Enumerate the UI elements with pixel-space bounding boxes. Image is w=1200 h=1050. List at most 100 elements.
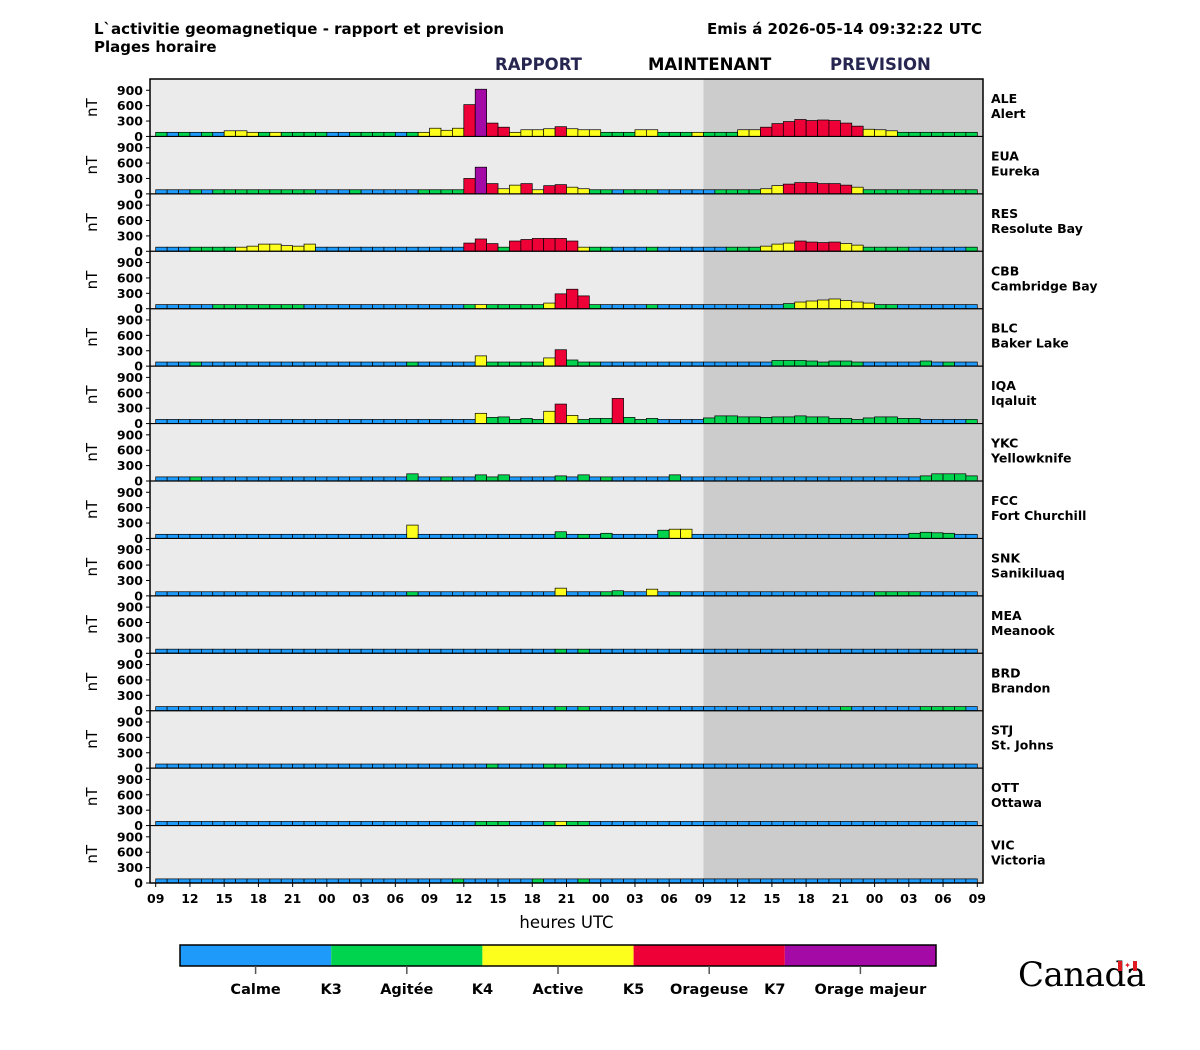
bar [737, 129, 750, 137]
station-code: OTT [991, 780, 1019, 795]
bar [862, 648, 875, 654]
x-tick-label: 09 [421, 891, 438, 906]
legend-threshold-label: K5 [622, 982, 645, 998]
bar [623, 533, 636, 539]
bar [543, 302, 556, 310]
y-axis-label: nT [83, 844, 101, 864]
bar [600, 648, 613, 654]
bar [394, 189, 408, 195]
bar [417, 246, 430, 252]
x-tick-label: 12 [181, 891, 198, 906]
bar [725, 763, 739, 769]
bar [166, 763, 179, 769]
bar [885, 648, 898, 654]
bar [840, 821, 853, 826]
bar [725, 706, 739, 712]
bar [166, 131, 179, 137]
bar [600, 246, 613, 252]
bar [954, 304, 967, 310]
bar [771, 360, 784, 367]
bar [566, 288, 579, 310]
bar [326, 189, 339, 195]
bar [885, 189, 898, 195]
bar [543, 648, 556, 654]
bar [337, 476, 351, 482]
bar [691, 821, 704, 826]
bar [566, 706, 579, 712]
bar [919, 419, 933, 424]
bar [337, 189, 351, 195]
bar [474, 166, 487, 195]
bar [178, 591, 191, 597]
bar [828, 298, 841, 310]
y-tick-label: 300 [117, 458, 143, 473]
bar [691, 591, 704, 597]
bar [303, 648, 316, 654]
bar [703, 763, 716, 769]
bar [897, 361, 910, 367]
bar [246, 648, 259, 654]
bar [315, 419, 328, 424]
bar [497, 416, 510, 424]
bar [577, 533, 590, 539]
bar [794, 119, 807, 137]
bar [714, 304, 727, 310]
bar [531, 763, 545, 769]
bar [805, 533, 818, 539]
bar [897, 591, 910, 597]
station-name: Fort Churchill [991, 508, 1086, 523]
bar [383, 246, 396, 252]
bar [805, 591, 818, 597]
bar [246, 821, 259, 826]
bar [178, 821, 191, 826]
x-tick-label: 18 [524, 891, 541, 906]
bar [646, 129, 659, 137]
bar [851, 361, 864, 367]
bar [452, 706, 465, 712]
bar [954, 591, 967, 597]
bar [817, 648, 830, 654]
bar [657, 419, 670, 424]
bar [189, 246, 202, 252]
bar [200, 304, 214, 310]
bar [303, 189, 316, 195]
bar [748, 304, 761, 310]
bar [258, 648, 271, 654]
x-tick-label: 03 [900, 891, 917, 906]
bar [737, 304, 750, 310]
bar [258, 591, 271, 597]
bar [794, 182, 807, 195]
bar [155, 821, 168, 826]
bar [235, 476, 248, 482]
bar [634, 129, 647, 137]
bar [463, 648, 476, 654]
bar [349, 361, 362, 367]
bar [303, 304, 316, 310]
bar [212, 131, 225, 137]
bar [303, 361, 316, 367]
bar [668, 648, 681, 654]
bar [680, 361, 693, 367]
bar [577, 129, 590, 137]
bar [646, 648, 659, 654]
bar [554, 648, 567, 654]
bar [600, 532, 613, 539]
bar [200, 131, 214, 137]
x-tick-label: 12 [455, 891, 472, 906]
bar [486, 533, 499, 539]
bar [360, 189, 373, 195]
y-tick-label: 300 [117, 343, 143, 358]
bar [178, 648, 191, 654]
bar [691, 246, 704, 252]
bar [931, 419, 944, 424]
bar [623, 361, 636, 367]
bar [908, 304, 921, 310]
bar [486, 763, 499, 769]
bar [212, 821, 225, 826]
bar [817, 416, 830, 424]
bar [611, 476, 624, 482]
legend-category-label: Orageuse [670, 982, 749, 998]
y-tick-label: 900 [117, 140, 143, 155]
section-label-forecast: PREVISION [830, 55, 931, 74]
y-tick-label: 300 [117, 860, 143, 875]
